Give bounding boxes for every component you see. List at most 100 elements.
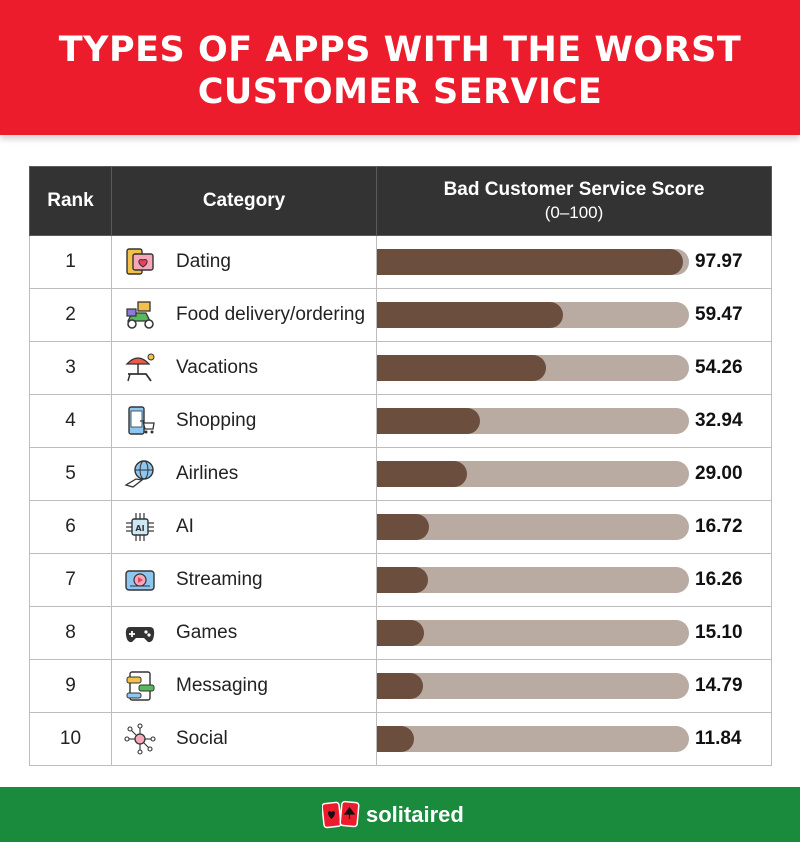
rank-cell: 1 xyxy=(29,235,112,289)
rank-number: 7 xyxy=(65,569,76,590)
rank-cell: 3 xyxy=(29,341,112,395)
category-cell: AI AI xyxy=(111,500,377,554)
category-cell: Food delivery/ordering xyxy=(111,288,377,342)
score-header-range: (0–100) xyxy=(544,203,604,222)
rank-cell: 7 xyxy=(29,553,112,607)
table-row: 7 Streaming 16.26 xyxy=(29,553,772,607)
category-label: Messaging xyxy=(176,675,268,696)
category-label: Shopping xyxy=(176,410,257,431)
score-value-label: 16.26 xyxy=(695,569,743,590)
score-bar-track xyxy=(377,355,689,381)
score-bar-track xyxy=(377,567,689,593)
page-title-line-2: CUSTOMER SERVICE xyxy=(197,72,603,112)
airlines-icon xyxy=(124,458,156,490)
score-value-label: 59.47 xyxy=(695,304,743,325)
svg-text:AI: AI xyxy=(135,524,144,533)
score-column-header: Bad Customer Service Score (0–100) xyxy=(376,166,772,236)
category-cell: Games xyxy=(111,606,377,660)
score-bar-track xyxy=(377,302,689,328)
category-label: Food delivery/ordering xyxy=(176,304,366,325)
score-bar-track xyxy=(377,249,689,275)
score-bar xyxy=(377,302,563,328)
category-cell: Airlines xyxy=(111,447,377,501)
rank-cell: 8 xyxy=(29,606,112,660)
category-label: Social xyxy=(176,728,228,749)
score-bar xyxy=(377,461,468,487)
score-cell: 16.72 xyxy=(376,500,772,554)
category-cell: Social xyxy=(111,712,377,766)
score-bar xyxy=(377,567,428,593)
playing-cards-logo-icon xyxy=(322,800,360,829)
score-value-label: 54.26 xyxy=(695,357,743,378)
rank-number: 10 xyxy=(59,728,82,749)
score-value-label: 15.10 xyxy=(695,622,743,643)
messaging-icon xyxy=(124,670,156,702)
score-header-title: Bad Customer Service Score xyxy=(443,179,705,200)
score-bar-track xyxy=(377,408,689,434)
score-cell: 11.84 xyxy=(376,712,772,766)
score-bar xyxy=(377,673,424,699)
rank-cell: 2 xyxy=(29,288,112,342)
title-banner: TYPES OF APPS WITH THE WORST CUSTOMER SE… xyxy=(0,0,800,135)
score-bar-track xyxy=(377,461,689,487)
table-row: 4 Shopping 32.94 xyxy=(29,394,772,448)
score-cell: 54.26 xyxy=(376,341,772,395)
category-column-header: Category xyxy=(111,166,377,236)
category-label: Airlines xyxy=(176,463,239,484)
score-bar xyxy=(377,355,547,381)
table-body: 1 Dating 97.97 2 Food delivery/ordering 59.47… xyxy=(29,235,772,766)
score-value-label: 16.72 xyxy=(695,516,743,537)
social-network-icon xyxy=(124,723,156,755)
table-header-row: Rank Category Bad Customer Service Score… xyxy=(29,166,772,236)
rank-number: 2 xyxy=(65,304,76,325)
ai-chip-icon: AI xyxy=(124,511,156,543)
brand-name: solitaired xyxy=(366,802,464,827)
category-label: Dating xyxy=(176,251,231,272)
score-bar-track xyxy=(377,726,689,752)
rank-column-header: Rank xyxy=(29,166,112,236)
score-bar xyxy=(377,726,414,752)
streaming-icon xyxy=(124,564,156,596)
score-bar xyxy=(377,514,430,540)
table-row: 3 Vacations 54.26 xyxy=(29,341,772,395)
rank-cell: 5 xyxy=(29,447,112,501)
category-cell: Shopping xyxy=(111,394,377,448)
score-cell: 29.00 xyxy=(376,447,772,501)
table-row: 1 Dating 97.97 xyxy=(29,235,772,289)
rank-cell: 10 xyxy=(29,712,112,766)
score-bar-track xyxy=(377,514,689,540)
rank-cell: 4 xyxy=(29,394,112,448)
rank-cell: 9 xyxy=(29,659,112,713)
category-cell: Vacations xyxy=(111,341,377,395)
rank-number: 6 xyxy=(65,516,76,537)
table-row: 9 Messaging 14.79 xyxy=(29,659,772,713)
rank-number: 8 xyxy=(65,622,76,643)
score-value-label: 97.97 xyxy=(695,251,743,272)
vacations-icon xyxy=(124,352,156,384)
shopping-icon xyxy=(124,405,156,437)
score-cell: 15.10 xyxy=(376,606,772,660)
rank-number: 4 xyxy=(65,410,76,431)
rank-number: 3 xyxy=(65,357,76,378)
score-bar xyxy=(377,408,480,434)
table-row: 2 Food delivery/ordering 59.47 xyxy=(29,288,772,342)
rank-number: 5 xyxy=(65,463,76,484)
score-cell: 97.97 xyxy=(376,235,772,289)
table-row: 8 Games 15.10 xyxy=(29,606,772,660)
rank-number: 1 xyxy=(65,251,76,272)
rank-cell: 6 xyxy=(29,500,112,554)
gamepad-icon xyxy=(124,617,156,649)
dating-icon xyxy=(124,246,156,278)
score-cell: 16.26 xyxy=(376,553,772,607)
page-title-line-1: TYPES OF APPS WITH THE WORST xyxy=(58,30,742,70)
score-bar xyxy=(377,620,425,646)
score-bar-track xyxy=(377,620,689,646)
footer-bar: solitaired xyxy=(0,787,800,842)
ranking-table: Rank Category Bad Customer Service Score… xyxy=(29,166,772,766)
category-label: Streaming xyxy=(176,569,263,590)
score-bar-track xyxy=(377,673,689,699)
score-value-label: 11.84 xyxy=(695,728,742,749)
score-bar xyxy=(377,249,683,275)
table-row: 6 AI AI 16.72 xyxy=(29,500,772,554)
table-row: 10 Social 11.84 xyxy=(29,712,772,766)
